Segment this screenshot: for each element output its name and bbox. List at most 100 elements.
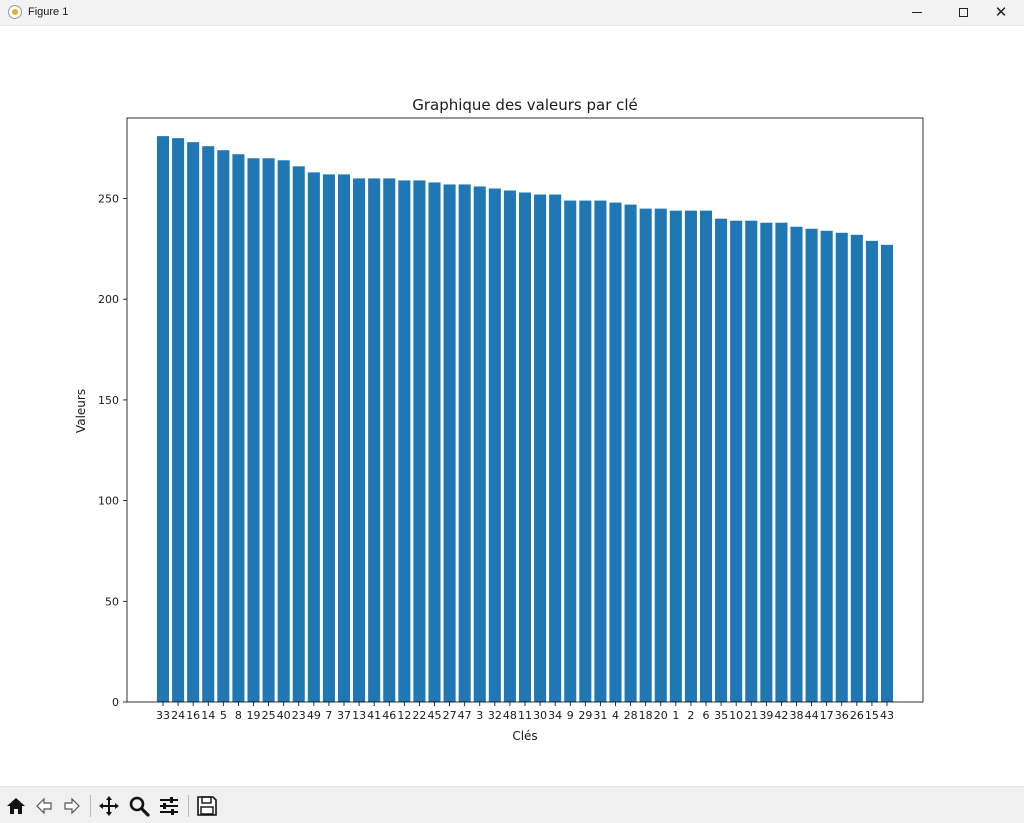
magnifier-icon — [129, 796, 150, 817]
maximize-button[interactable] — [940, 0, 986, 25]
axes-layer: 33 24 16 14 5 8 19 25 40 23 49 7 37 13 41 46 12 22 45 27 47 3… — [98, 117, 924, 722]
x-tick-label: 17 — [820, 709, 834, 722]
bar — [172, 138, 185, 702]
bar — [699, 210, 713, 703]
matplotlib-app-icon — [8, 5, 22, 19]
x-axis-label: Clés — [512, 729, 537, 743]
x-tick-label: 2 — [687, 709, 694, 722]
x-tick-label: 11 — [518, 709, 532, 722]
x-tick-label: 15 — [865, 709, 879, 722]
bar — [322, 174, 335, 702]
x-tick-label: 5 — [220, 709, 227, 722]
bar — [715, 218, 728, 703]
bar — [428, 182, 441, 702]
maximize-icon — [958, 8, 968, 17]
bar — [307, 172, 320, 702]
navigation-toolbar — [0, 786, 1024, 823]
x-tick-label: 45 — [428, 709, 442, 722]
bar — [503, 190, 516, 702]
x-tick-label: 9 — [567, 709, 574, 722]
x-tick-label: 21 — [744, 709, 758, 722]
bar — [760, 222, 773, 703]
x-tick-label: 29 — [578, 709, 592, 722]
x-tick-label: 46 — [382, 709, 396, 722]
x-tick-label: 13 — [352, 709, 366, 722]
x-tick-label: 27 — [443, 709, 457, 722]
bar-chart: 33 24 16 14 5 8 19 25 40 23 49 7 37 13 41 46 12 22 45 27 47 3… — [74, 96, 924, 743]
x-tick-label: 28 — [624, 709, 638, 722]
x-tick-label: 42 — [774, 709, 788, 722]
x-tick-label: 8 — [235, 709, 242, 722]
figure-canvas[interactable]: 33 24 16 14 5 8 19 25 40 23 49 7 37 13 41 46 12 22 45 27 47 3… — [0, 26, 1024, 786]
bar — [232, 154, 245, 702]
x-tick-label: 44 — [805, 709, 819, 722]
x-tick-label: 36 — [835, 709, 849, 722]
close-button[interactable]: ✕ — [978, 0, 1024, 25]
bar — [805, 228, 818, 703]
bar — [730, 220, 743, 703]
bar — [684, 210, 697, 703]
arrow-right-icon — [64, 797, 80, 815]
save-icon — [197, 796, 217, 816]
x-tick-label: 16 — [186, 709, 200, 722]
toolbar-separator — [188, 795, 189, 817]
x-tick-label: 41 — [367, 709, 381, 722]
close-icon: ✕ — [994, 3, 1008, 21]
x-tick-label: 7 — [325, 709, 332, 722]
move-icon — [99, 796, 119, 816]
bar — [579, 200, 592, 702]
x-tick-label: 37 — [337, 709, 351, 722]
x-tick-label: 38 — [790, 709, 804, 722]
x-tick-label: 47 — [458, 709, 472, 722]
save-button[interactable] — [194, 793, 220, 819]
bar — [624, 204, 637, 702]
x-tick-label: 24 — [171, 709, 185, 722]
bar — [850, 234, 863, 703]
x-tick-label: 33 — [156, 709, 170, 722]
window-title: Figure 1 — [28, 6, 69, 18]
bar — [534, 194, 547, 702]
bar — [473, 186, 486, 702]
x-tick-label: 12 — [397, 709, 411, 722]
home-button[interactable] — [3, 793, 29, 819]
bar — [820, 230, 833, 703]
zoom-button[interactable] — [126, 793, 152, 819]
bar — [564, 200, 577, 702]
bar — [669, 210, 682, 703]
x-tick-label: 4 — [612, 709, 619, 722]
bar — [518, 192, 532, 702]
y-tick-label: 50 — [105, 595, 119, 608]
bar — [835, 232, 848, 703]
x-tick-label: 25 — [262, 709, 276, 722]
bar — [790, 226, 803, 703]
bar — [458, 184, 471, 702]
y-tick-label: 100 — [98, 495, 119, 508]
bar — [277, 160, 290, 702]
x-tick-label: 20 — [654, 709, 668, 722]
bar — [292, 166, 305, 702]
bar — [217, 150, 230, 702]
sliders-icon — [160, 797, 178, 815]
bar — [609, 202, 622, 702]
subplots-button[interactable] — [156, 793, 182, 819]
home-icon — [7, 798, 25, 814]
bar — [383, 178, 396, 702]
bar — [262, 158, 275, 702]
plot-frame — [126, 117, 924, 703]
back-button[interactable] — [31, 793, 57, 819]
bar — [202, 146, 215, 702]
minimize-button[interactable] — [894, 0, 940, 25]
x-tick-label: 32 — [488, 709, 502, 722]
x-tick-label: 6 — [703, 709, 710, 722]
y-tick-label: 150 — [98, 394, 119, 407]
pan-button[interactable] — [96, 793, 122, 819]
x-tick-label: 30 — [533, 709, 547, 722]
x-tick-label: 31 — [593, 709, 607, 722]
forward-button[interactable] — [59, 793, 85, 819]
x-tick-label: 18 — [639, 709, 653, 722]
x-tick-label: 1 — [672, 709, 679, 722]
x-tick-label: 39 — [759, 709, 773, 722]
y-tick-label: 200 — [98, 293, 119, 306]
bar — [639, 208, 652, 702]
window-titlebar: Figure 1 ✕ — [0, 0, 1024, 26]
